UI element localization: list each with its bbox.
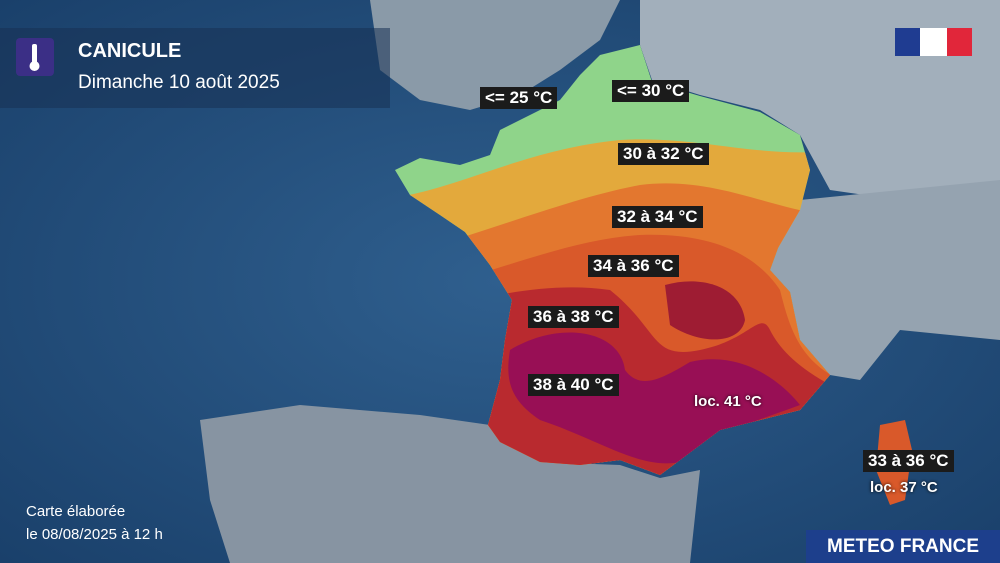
zone-label: <= 25 °C [480,87,558,109]
zone-label: 34 à 36 °C [588,255,679,277]
zone-label: <= 30 °C [612,80,690,102]
zone-label: 30 à 32 °C [618,143,709,165]
thermometer-bulb [29,61,40,71]
local-label: loc. 41 °C [694,393,762,410]
thermometer [32,44,37,64]
zone-label: 32 à 34 °C [612,206,703,228]
footer-line: le 08/08/2025 à 12 h [26,526,163,543]
zone-label: 33 à 36 °C [863,450,954,472]
spain [200,405,700,563]
zone-label: 36 à 38 °C [528,306,619,328]
zone-label: 38 à 40 °C [528,374,619,396]
flag-blue [895,28,920,56]
brand: METEO FRANCE [806,530,1000,563]
subtitle: Dimanche 10 août 2025 [78,72,280,93]
title: CANICULE [78,40,182,62]
flag-red [947,28,972,56]
footer-line: Carte élaborée [26,503,126,520]
header-band [0,28,390,108]
zone [665,281,745,340]
uk [370,0,620,110]
flag-white [920,28,947,56]
local-label: loc. 37 °C [870,479,938,496]
europe-east [770,180,1000,380]
